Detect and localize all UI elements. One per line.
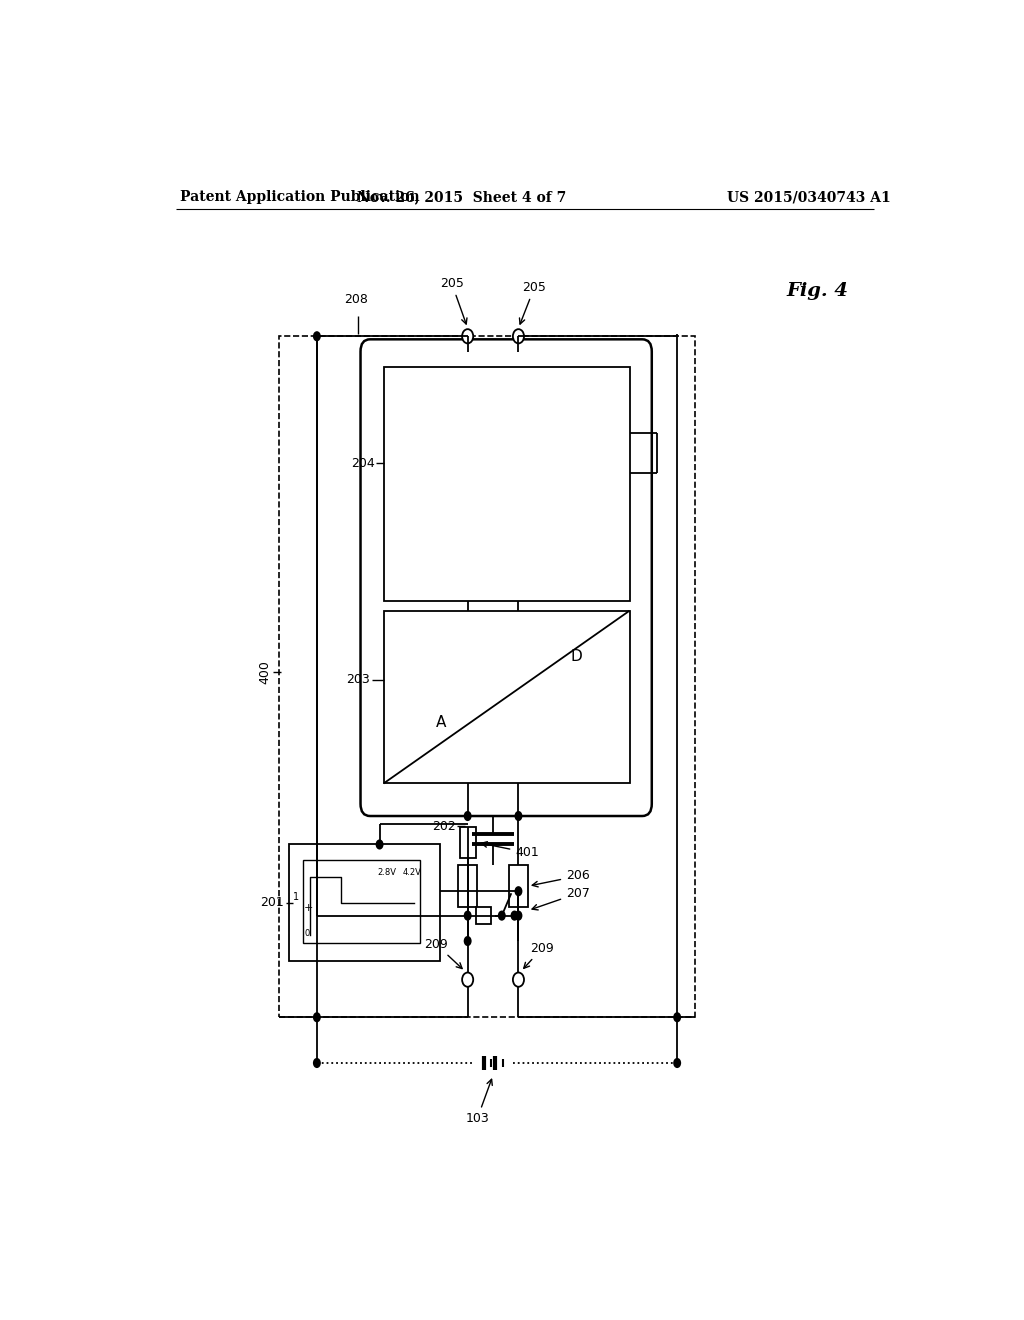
Text: 401: 401 [481, 842, 539, 859]
Text: 207: 207 [532, 887, 590, 909]
Text: 206: 206 [532, 870, 590, 887]
Text: 201: 201 [260, 896, 285, 909]
Circle shape [514, 810, 522, 821]
Text: 2.8V: 2.8V [377, 867, 396, 876]
Circle shape [464, 810, 472, 821]
Bar [279, 337, 695, 1018]
Circle shape [376, 840, 384, 850]
Circle shape [673, 1057, 681, 1068]
Bar [289, 845, 440, 961]
Circle shape [514, 911, 522, 921]
Circle shape [513, 973, 524, 987]
Bar [384, 367, 630, 601]
FancyBboxPatch shape [360, 339, 652, 816]
Circle shape [673, 1012, 681, 1022]
Text: D: D [570, 649, 583, 664]
Text: 205: 205 [440, 277, 467, 323]
Circle shape [514, 886, 522, 896]
Text: 203: 203 [346, 673, 370, 686]
Text: 400: 400 [258, 660, 271, 684]
Text: 209: 209 [424, 937, 462, 969]
Bar [303, 859, 420, 942]
Text: 202: 202 [432, 820, 456, 833]
Text: Fig. 4: Fig. 4 [786, 281, 849, 300]
Circle shape [498, 911, 506, 921]
Bar [509, 865, 528, 907]
Circle shape [313, 331, 321, 342]
Text: Nov. 26, 2015  Sheet 4 of 7: Nov. 26, 2015 Sheet 4 of 7 [356, 190, 566, 205]
Text: 1: 1 [293, 892, 299, 903]
Text: 209: 209 [523, 941, 554, 969]
Text: +: + [303, 903, 313, 913]
Circle shape [513, 329, 524, 343]
Text: Patent Application Publication: Patent Application Publication [179, 190, 419, 205]
Text: A: A [436, 715, 446, 730]
Circle shape [313, 1057, 321, 1068]
Text: 204: 204 [351, 457, 375, 470]
Bar [475, 907, 492, 924]
Circle shape [511, 911, 518, 921]
Text: 103: 103 [465, 1080, 493, 1126]
Text: 0: 0 [305, 929, 310, 939]
Bar [384, 611, 630, 784]
Circle shape [464, 911, 472, 921]
Circle shape [462, 329, 473, 343]
Text: 205: 205 [519, 281, 546, 325]
Bar [458, 865, 477, 907]
Circle shape [313, 1012, 321, 1022]
Circle shape [462, 973, 473, 987]
Text: 208: 208 [345, 293, 369, 306]
Bar [460, 828, 475, 858]
Text: 4.2V: 4.2V [402, 867, 422, 876]
Circle shape [464, 936, 472, 946]
Text: US 2015/0340743 A1: US 2015/0340743 A1 [727, 190, 891, 205]
